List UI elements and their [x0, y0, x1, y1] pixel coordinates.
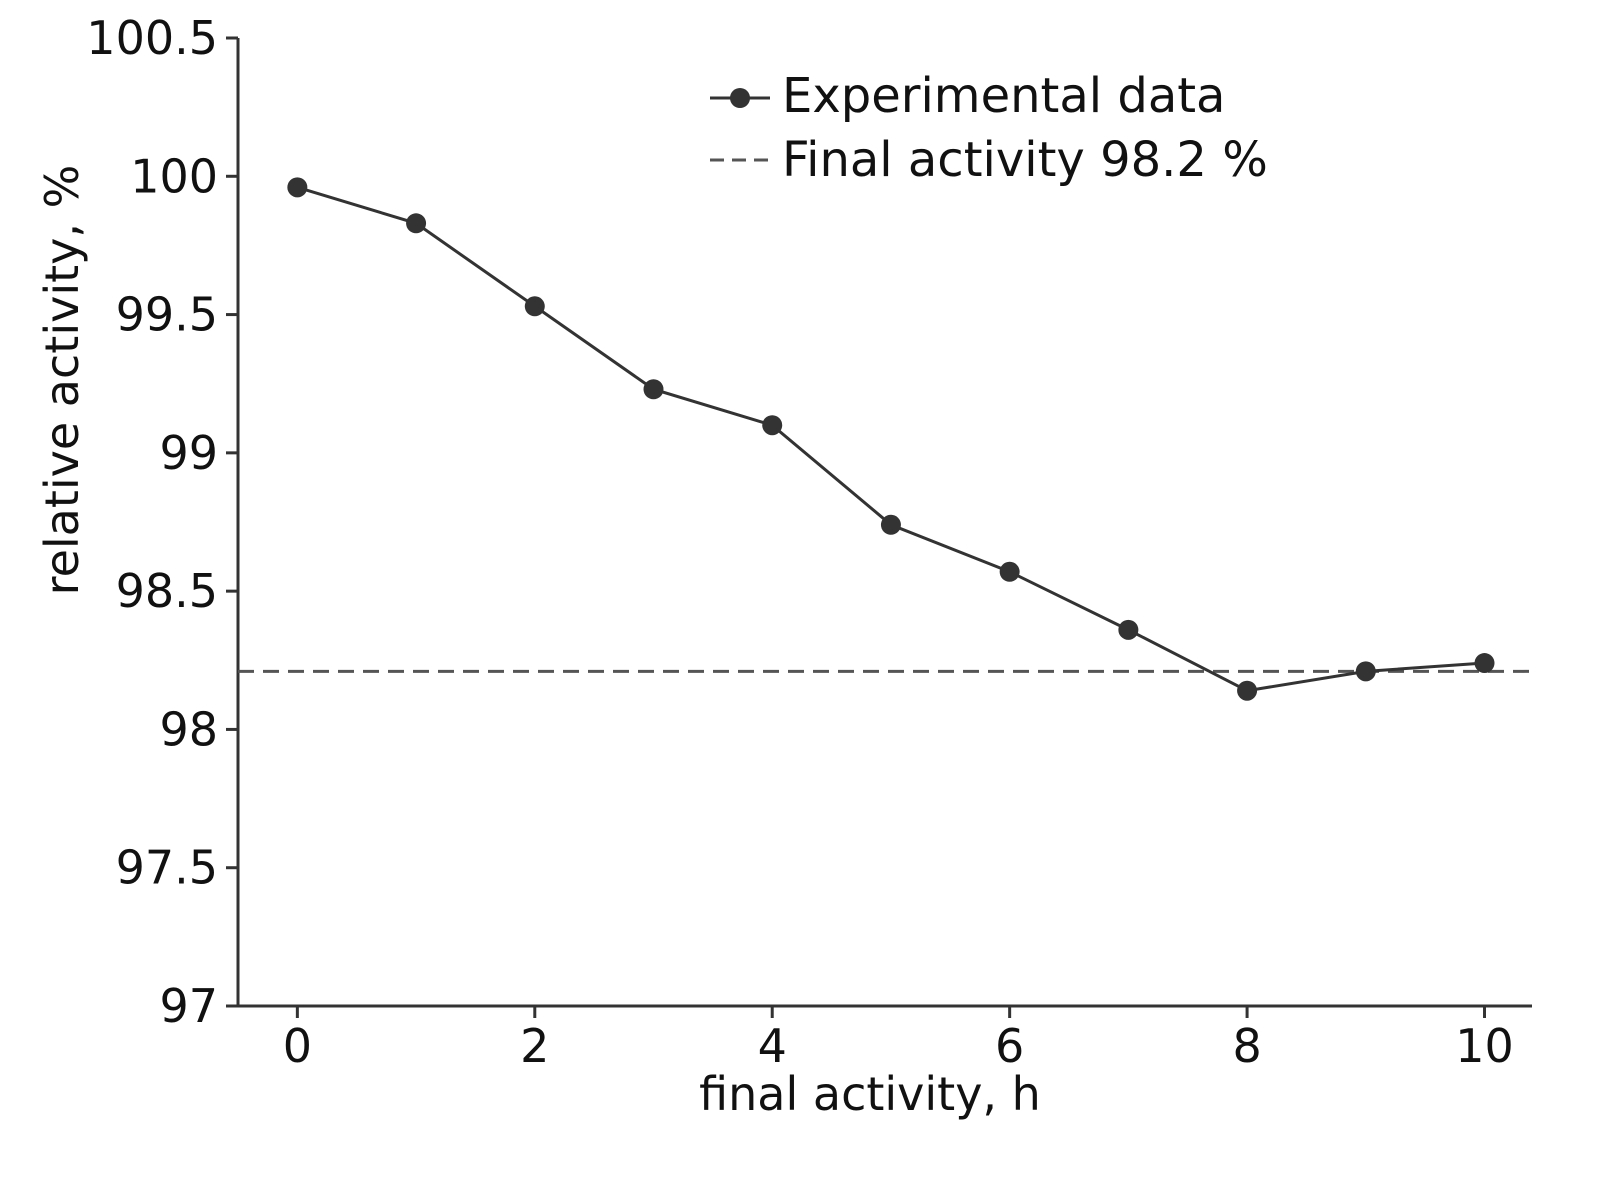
data-point: [287, 177, 308, 198]
x-tick-label: 8: [1232, 1019, 1261, 1073]
data-point: [1118, 619, 1139, 640]
data-point: [1474, 653, 1495, 674]
y-tick-label: 98: [159, 702, 218, 756]
y-ticks: 97 97.5 98 98.5 99 99.5 100 100.5: [86, 11, 238, 1033]
legend-label-experimental-data: Experimental data: [782, 68, 1225, 124]
y-tick-label: 99: [159, 426, 218, 480]
x-ticks: 0 2 4 6 8 10: [283, 1006, 1514, 1073]
data-point: [1237, 680, 1258, 701]
data-point: [406, 213, 427, 234]
y-tick-label: 100.5: [86, 11, 218, 65]
y-tick-label: 100: [130, 149, 218, 203]
x-tick-label: 4: [758, 1019, 787, 1073]
data-point: [1355, 661, 1376, 682]
x-tick-label: 0: [283, 1019, 312, 1073]
y-tick-label: 99.5: [116, 288, 218, 342]
data-point: [999, 561, 1020, 582]
series: [287, 177, 1495, 701]
y-tick-label: 97.5: [116, 841, 218, 895]
x-tick-label: 2: [520, 1019, 549, 1073]
data-point: [880, 514, 901, 535]
legend-label-final-activity: Final activity 98.2 %: [782, 132, 1268, 188]
legend: Experimental data Final activity 98.2 %: [710, 68, 1268, 188]
series-line-experimental-data: [296, 185, 1485, 693]
y-tick-label: 97: [159, 979, 218, 1033]
x-tick-label: 6: [995, 1019, 1024, 1073]
data-point: [762, 415, 783, 436]
y-axis-title: relative activity, %: [35, 165, 89, 596]
axes: [236, 38, 1532, 1008]
data-point: [524, 296, 545, 317]
x-tick-label: 10: [1455, 1019, 1514, 1073]
y-tick-label: 98.5: [116, 564, 218, 618]
legend-marker-experimental-data: [730, 88, 750, 108]
x-axis-title: final activity, h: [699, 1067, 1041, 1121]
data-point: [643, 379, 664, 400]
